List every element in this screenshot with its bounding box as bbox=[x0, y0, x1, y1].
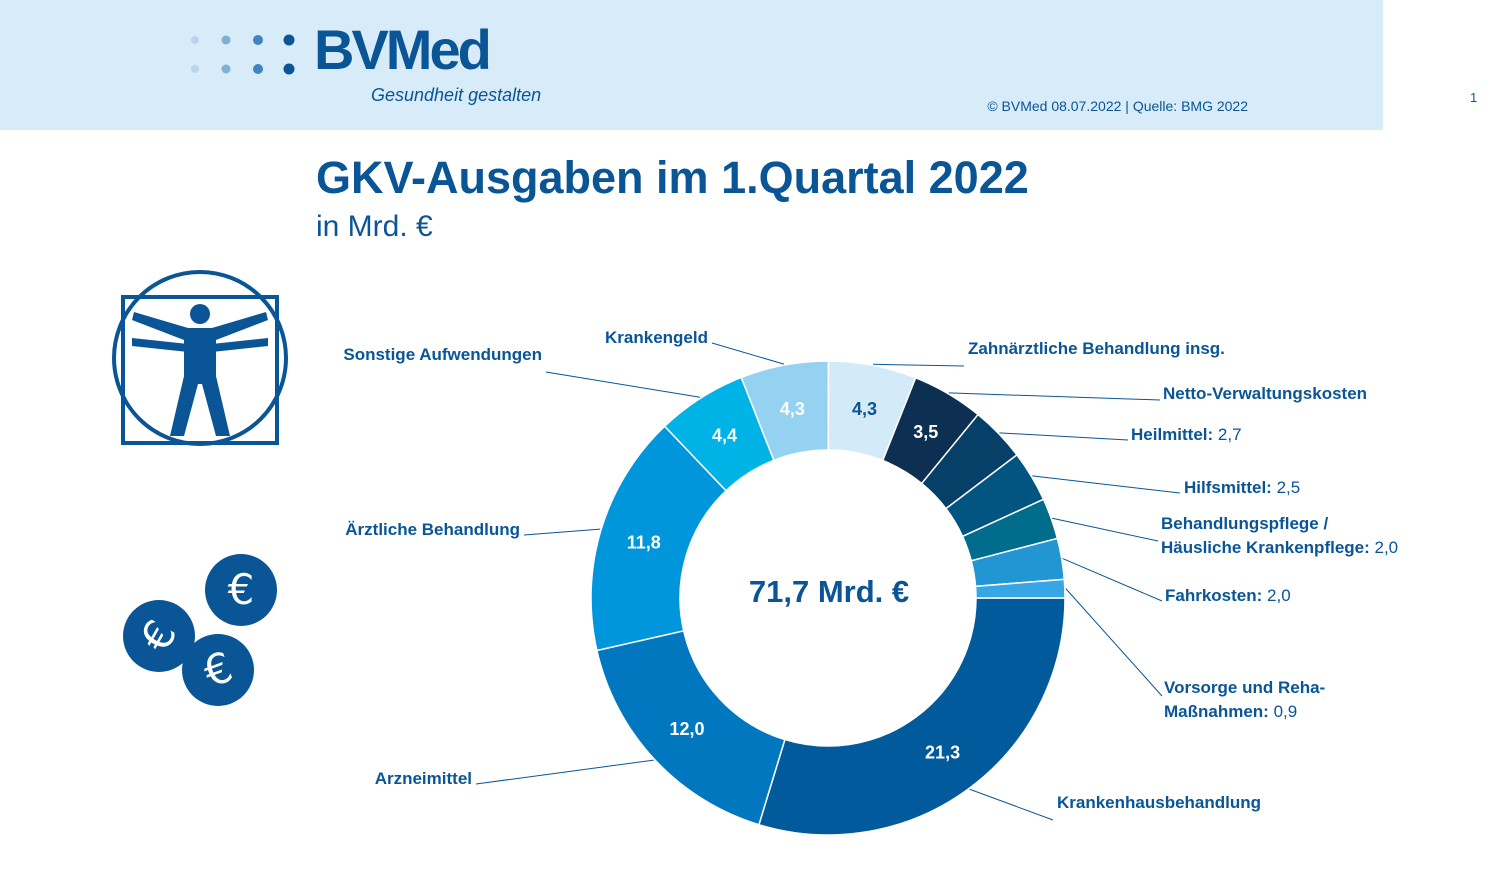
category-label: Krankengeld bbox=[605, 328, 708, 347]
slice-value-labels: 21,3 12,0 11,8 4,4 4,3 4,3 3,5 bbox=[627, 399, 960, 763]
header-band: BVMed Gesundheit gestalten © BVMed 08.07… bbox=[0, 0, 1383, 130]
svg-text:€: € bbox=[228, 565, 255, 614]
category-label: Ärztliche Behandlung bbox=[345, 520, 520, 539]
leader-line bbox=[545, 371, 701, 398]
slice-value-label: 11,8 bbox=[627, 532, 661, 552]
category-label: Arzneimittel bbox=[375, 769, 472, 788]
leader-line bbox=[523, 528, 601, 536]
leader-line bbox=[475, 759, 654, 785]
source-note: © BVMed 08.07.2022 | Quelle: BMG 2022 bbox=[987, 98, 1248, 114]
slice-value-label: 4,4 bbox=[712, 426, 737, 446]
slice-value-label: 4,3 bbox=[780, 399, 805, 419]
leader-line bbox=[1065, 588, 1163, 697]
category-label: Krankenhausbehandlung bbox=[1057, 793, 1261, 812]
slice-value-label: 4,3 bbox=[852, 399, 877, 419]
category-labels: Krankenhausbehandlung Arzneimittel Ärztlic… bbox=[343, 328, 1398, 812]
chart-title: GKV-Ausgaben im 1.Quartal 2022 bbox=[316, 152, 1029, 203]
page-number: 1 bbox=[1470, 90, 1478, 105]
donut-slice bbox=[757, 597, 1066, 836]
logo-tagline: Gesundheit gestalten bbox=[371, 85, 542, 105]
category-label: Vorsorge und Reha-Maßnahmen: 0,9 bbox=[1164, 678, 1325, 721]
leader-line bbox=[948, 392, 1161, 401]
category-label: Heilmittel: 2,7 bbox=[1131, 425, 1242, 444]
leader-line bbox=[999, 432, 1129, 441]
category-label: Sonstige Aufwendungen bbox=[343, 345, 542, 364]
donut-slice bbox=[974, 578, 1066, 599]
slice-value-label: 21,3 bbox=[925, 743, 960, 763]
leader-line bbox=[1032, 475, 1181, 494]
donut-center-total: 71,7 Mrd. € bbox=[749, 574, 909, 609]
leader-line bbox=[969, 788, 1054, 821]
leader-line bbox=[1052, 517, 1159, 542]
category-label: Netto-Verwaltungskosten bbox=[1163, 384, 1367, 403]
slice-value-label: 3,5 bbox=[913, 422, 938, 442]
chart-subtitle: in Mrd. € bbox=[316, 210, 433, 243]
donut-slices bbox=[590, 360, 1066, 836]
vitruvian-man-icon bbox=[112, 270, 288, 446]
euro-coins-icon: € € € bbox=[123, 554, 277, 706]
leader-line bbox=[1062, 558, 1163, 602]
category-label: Fahrkosten: 2,0 bbox=[1165, 586, 1291, 605]
category-label: Hilfsmittel: 2,5 bbox=[1184, 478, 1300, 497]
slice-value-label: 12,0 bbox=[670, 719, 705, 739]
category-label: Zahnärztliche Behandlung insg. bbox=[968, 339, 1225, 358]
leader-line bbox=[873, 363, 965, 367]
logo-wordmark: BVMed bbox=[314, 18, 492, 81]
category-label: Behandlungspflege / Häusliche Krankenpfle… bbox=[1161, 514, 1398, 557]
logo-dots-icon bbox=[191, 34, 295, 75]
leader-lines bbox=[475, 342, 1181, 821]
leader-line bbox=[711, 342, 785, 365]
